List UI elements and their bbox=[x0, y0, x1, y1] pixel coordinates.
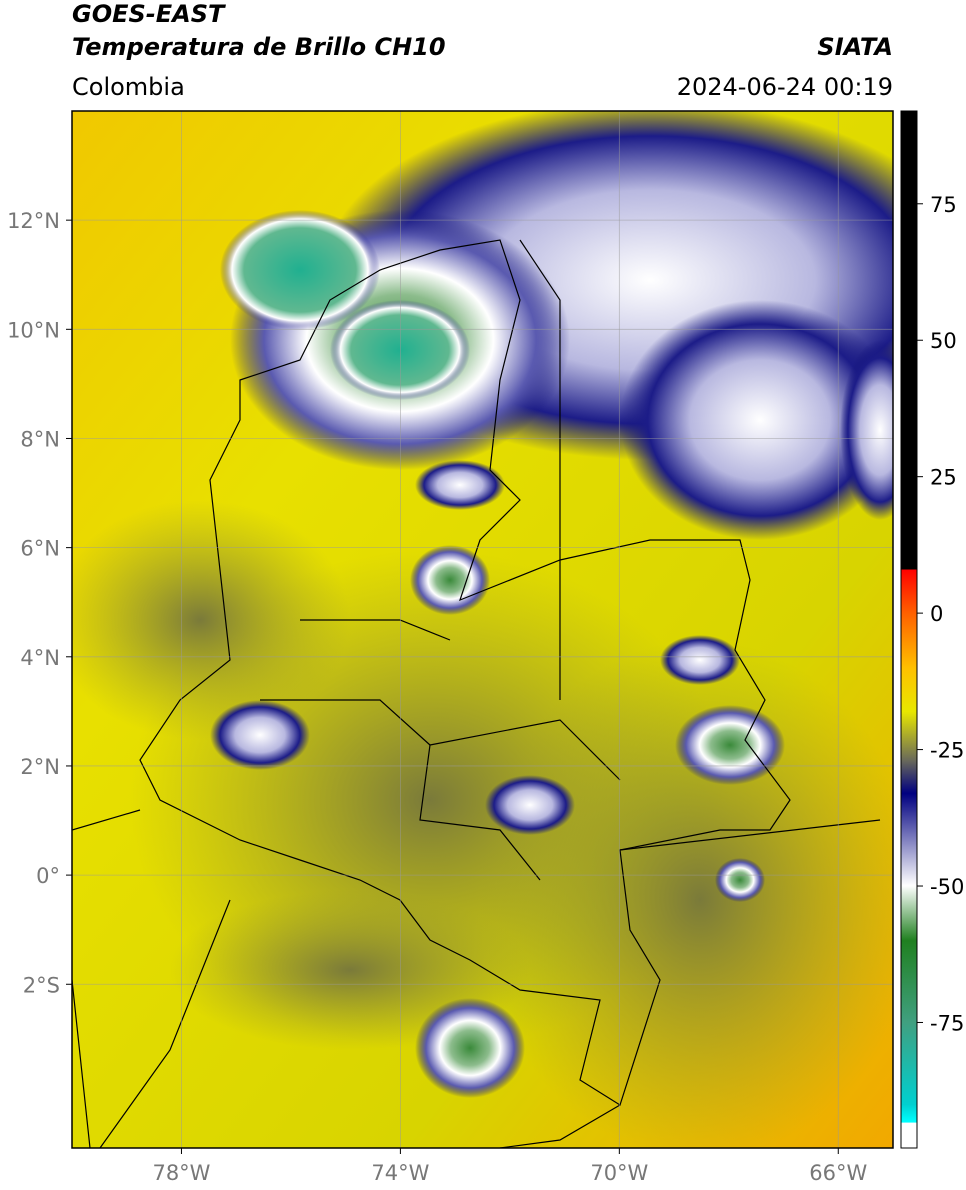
cloud-layer bbox=[840, 340, 893, 520]
colorbar-tick-label: -75 bbox=[930, 1011, 964, 1035]
colorbar bbox=[900, 110, 918, 1149]
cloud-layer bbox=[480, 640, 893, 1148]
region: Colombia bbox=[72, 73, 185, 101]
cloud-layer bbox=[220, 210, 380, 330]
x-tick-label: 78°W bbox=[152, 1161, 210, 1185]
source: SIATA bbox=[817, 33, 893, 61]
title: GOES-EAST bbox=[72, 0, 226, 28]
cloud-layer bbox=[660, 635, 740, 685]
cloud-layer bbox=[675, 705, 785, 785]
cloud-layer bbox=[415, 998, 525, 1098]
y-tick-label: 12°N bbox=[7, 209, 60, 233]
grid bbox=[72, 111, 893, 1148]
y-tick-label: 8°N bbox=[20, 427, 60, 451]
y-tick-label: 2°S bbox=[23, 973, 60, 997]
y-tick-label: 10°N bbox=[7, 318, 60, 342]
colorbar-tick-label: 50 bbox=[930, 329, 957, 353]
y-tick-label: 0° bbox=[36, 864, 60, 888]
subtitle: Temperatura de Brillo CH10 bbox=[72, 33, 446, 61]
colorbar-tick-label: 75 bbox=[930, 193, 957, 217]
cloud-layer bbox=[72, 500, 350, 740]
map-frame bbox=[71, 110, 894, 1149]
colorbar-tick-label: 25 bbox=[930, 466, 957, 490]
x-tick-label: 66°W bbox=[809, 1161, 867, 1185]
cloud-layer bbox=[715, 858, 765, 902]
x-tick-label: 70°W bbox=[590, 1161, 648, 1185]
cloud-layer bbox=[620, 300, 893, 540]
colorbar-tick-label: -50 bbox=[930, 875, 964, 899]
y-tick-label: 6°N bbox=[20, 537, 60, 561]
cloud-layer bbox=[210, 700, 310, 770]
satellite-image bbox=[72, 111, 893, 1148]
colorbar-tick-label: 0 bbox=[930, 602, 943, 626]
cloud-layer bbox=[415, 460, 505, 510]
cloud-layer bbox=[410, 545, 490, 615]
cloud-layer bbox=[485, 775, 575, 835]
colorbar-tick-label: -25 bbox=[930, 739, 964, 763]
x-tick-label: 74°W bbox=[371, 1161, 429, 1185]
y-tick-label: 2°N bbox=[20, 755, 60, 779]
borders bbox=[72, 239, 881, 1148]
timestamp: 2024-06-24 00:19 bbox=[677, 73, 893, 101]
y-tick-label: 4°N bbox=[20, 646, 60, 670]
